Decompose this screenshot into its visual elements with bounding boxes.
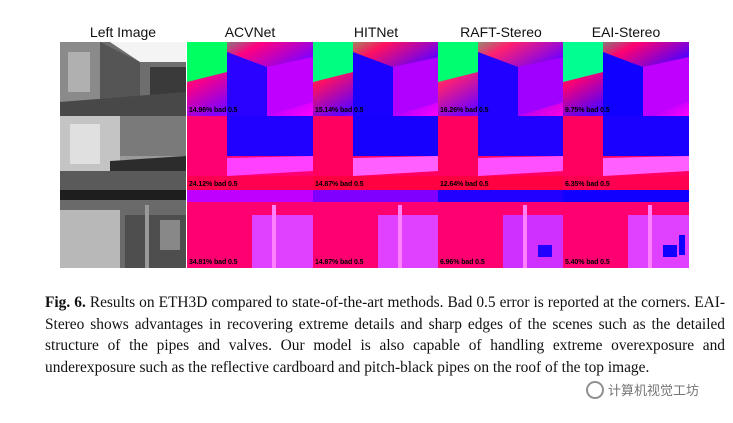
column-header-hitnet: HITNet [353, 24, 399, 40]
bad-error-label: 12.64% bad 0.5 [440, 181, 489, 188]
left-image-row1 [60, 42, 186, 116]
disparity-eai-stereo-row2: 6.35% bad 0.5 [563, 116, 689, 190]
disparity-hitnet-row2: 14.87% bad 0.5 [313, 116, 439, 190]
watermark-logo-icon [586, 380, 604, 399]
disparity-raft-stereo-row3: 6.96% bad 0.5 [438, 190, 564, 268]
disparity-acvnet-row2: 24.12% bad 0.5 [187, 116, 313, 190]
watermark-text: 计算机视觉工坊 [608, 384, 700, 399]
disparity-hitnet-row3: 14.87% bad 0.5 [313, 190, 439, 268]
bad-error-label: 34.81% bad 0.5 [189, 259, 238, 266]
left-image-row2 [60, 116, 186, 190]
bad-error-label: 15.14% bad 0.5 [315, 107, 364, 114]
disparity-eai-stereo-row1: 9.75% bad 0.5 [563, 42, 689, 116]
figure-grid: Left Image ACVNet HITNet RAFT-Stereo EAI… [60, 24, 689, 268]
disparity-eai-stereo-row3: 5.40% bad 0.5 [563, 190, 689, 268]
column-header-left-image: Left Image [89, 24, 157, 40]
left-image-row3 [60, 190, 186, 268]
bad-error-label: 14.96% bad 0.5 [189, 107, 238, 114]
bad-error-label: 24.12% bad 0.5 [189, 181, 238, 188]
disparity-raft-stereo-row2: 12.64% bad 0.5 [438, 116, 564, 190]
bad-error-label: 14.87% bad 0.5 [315, 259, 364, 266]
column-header-raft-stereo: RAFT-Stereo [460, 24, 542, 40]
disparity-acvnet-row3: 34.81% bad 0.5 [187, 190, 313, 268]
disparity-raft-stereo-row1: 16.26% bad 0.5 [438, 42, 564, 116]
bad-error-label: 14.87% bad 0.5 [315, 181, 364, 188]
figure-caption: Fig. 6. Results on ETH3D compared to sta… [45, 292, 725, 378]
watermark: 计算机视觉工坊 [586, 380, 699, 399]
bad-error-label: 9.75% bad 0.5 [565, 107, 610, 114]
bad-error-label: 6.35% bad 0.5 [565, 181, 610, 188]
figure-label: Fig. 6. [45, 294, 86, 311]
bad-error-label: 16.26% bad 0.5 [440, 107, 489, 114]
caption-text: Results on ETH3D compared to state-of-th… [45, 294, 725, 376]
disparity-hitnet-row1: 15.14% bad 0.5 [313, 42, 439, 116]
bad-error-label: 6.96% bad 0.5 [440, 259, 485, 266]
bad-error-label: 5.40% bad 0.5 [565, 259, 610, 266]
disparity-acvnet-row1: 14.96% bad 0.5 [187, 42, 313, 116]
column-header-acvnet: ACVNet [224, 24, 276, 40]
column-header-eai-stereo: EAI-Stereo [591, 24, 661, 40]
